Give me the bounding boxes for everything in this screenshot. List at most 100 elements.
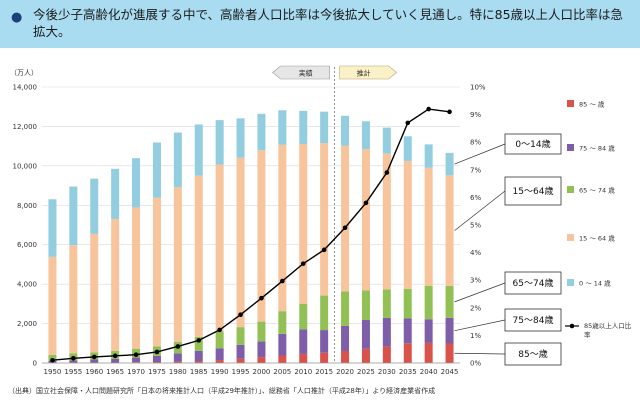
bar-age0_14-1995 (236, 118, 245, 158)
bar-age65_74-1995 (236, 327, 245, 345)
bar-age75_84-2040 (424, 319, 433, 343)
actual-arrow (272, 65, 330, 80)
bar-age15_64-2025 (361, 149, 370, 291)
ratio-point-2020 (342, 225, 348, 231)
ratio-point-1965 (112, 353, 118, 359)
y-left-unit: （万人） (10, 69, 38, 77)
callout-box-age75_84 (504, 308, 562, 332)
legend-label-age85: 85 ～ 歳 (579, 100, 605, 109)
bar-age75_84-2005 (278, 333, 287, 356)
bar-age15_64-2040 (424, 167, 433, 286)
bar-age15_64-1970 (132, 207, 141, 349)
legend-label-age0_14: 0 ～ 14 歳 (579, 279, 611, 288)
bar-age75_84-2015 (320, 330, 329, 353)
bar-age75_84-1995 (236, 344, 245, 359)
bar-age15_64-1980 (173, 187, 182, 342)
bar-age85-2010 (299, 353, 308, 363)
ratio-point-2025 (363, 200, 369, 206)
bar-age15_64-1960 (90, 233, 99, 353)
bar-age75_84-1980 (173, 353, 182, 362)
bar-age75_84-2035 (403, 318, 412, 344)
bar-age75_84-2030 (382, 317, 391, 347)
ratio-point-2010 (300, 261, 306, 266)
y-right-tick-label: 0% (470, 360, 481, 368)
x-tick-label: 1980 (169, 368, 187, 376)
legend-line-marker (569, 323, 575, 329)
projection-arrow-label: 推計 (357, 69, 371, 78)
x-tick-label: 1950 (44, 368, 62, 376)
bar-age15_64-2015 (320, 143, 329, 296)
bar-age65_74-2010 (299, 303, 308, 330)
bar-age85-2040 (424, 342, 433, 363)
x-tick-label: 1960 (85, 368, 103, 376)
bar-age85-2020 (341, 350, 350, 363)
ratio-point-1985 (196, 338, 202, 343)
legend-label-age75_84: 75 ～ 84 歳 (579, 144, 615, 153)
y-right-tick-label: 1% (470, 332, 481, 340)
callout-label-age85: 85～歳 (518, 348, 547, 360)
bar-age0_14-2035 (403, 136, 412, 161)
summary-text: 今後少子高齢化が進展する中で、高齢者人口比率は今後拡大していく見通し。特に85歳… (33, 7, 624, 39)
y-left-tick-label: 2,000 (17, 320, 37, 328)
bar-age0_14-1975 (152, 142, 161, 198)
bar-age85-2015 (320, 352, 329, 363)
bar-age0_14-2030 (382, 127, 391, 154)
callout-leader-age0_14 (454, 143, 506, 165)
y-right-tick-label: 4% (470, 249, 481, 257)
ratio-point-2040 (426, 106, 431, 112)
bar-age0_14-2040 (424, 144, 433, 168)
callout-label-age65_74: 65～74歳 (513, 277, 554, 289)
callout-label-age75_84: 75～84歳 (513, 314, 554, 326)
y-left-tick-label: 0 (33, 360, 37, 368)
bar-age0_14-1965 (111, 168, 120, 220)
bar-age0_14-2045 (445, 152, 454, 176)
ratio-point-1950 (50, 357, 55, 363)
x-tick-label: 2025 (357, 368, 375, 376)
x-tick-label: 1995 (232, 368, 250, 376)
y-right-tick-label: 8% (470, 139, 481, 147)
x-tick-label: 2015 (315, 368, 333, 376)
bar-age85-1980 (173, 361, 182, 363)
bar-age0_14-1980 (173, 132, 182, 188)
callout-leader-age75_84 (454, 319, 506, 332)
x-tick-label: 1990 (211, 368, 229, 376)
callout-box-age65_74 (504, 271, 562, 295)
projection-arrow (339, 65, 398, 80)
x-tick-label: 2005 (273, 368, 291, 376)
ratio-point-1975 (154, 349, 160, 355)
bar-age0_14-1990 (215, 120, 224, 165)
bar-age0_14-2015 (320, 111, 329, 144)
bar-age0_14-2010 (299, 110, 308, 144)
bar-age15_64-2030 (382, 153, 391, 290)
y-right-tick-label: 9% (470, 111, 481, 119)
bar-age75_84-2045 (445, 317, 454, 344)
ratio-point-2030 (384, 170, 390, 175)
bar-age75_84-1975 (152, 355, 161, 363)
bar-age75_84-2020 (341, 325, 350, 351)
y-left-tick-label: 4,000 (17, 281, 37, 289)
y-left-tick-label: 8,000 (17, 202, 37, 210)
bar-age85-1975 (152, 362, 161, 363)
callout-leader-age65_74 (454, 282, 506, 303)
bar-age15_64-2020 (341, 145, 350, 292)
ratio-point-2035 (405, 120, 411, 126)
callout-leader-age85 (454, 352, 506, 355)
x-tick-label: 1965 (106, 368, 124, 376)
bar-age15_64-2010 (299, 143, 308, 304)
callout-box-age0_14 (504, 133, 562, 155)
callout-box-age15_64 (504, 176, 562, 206)
legend-swatch-age15_64 (567, 234, 574, 241)
y-left-tick-label: 14,000 (13, 84, 38, 92)
bar-age75_84-2000 (257, 341, 266, 358)
bar-age65_74-1950 (48, 354, 57, 361)
bar-age85-2035 (403, 343, 412, 363)
bar-age15_64-1955 (69, 245, 78, 354)
callout-label-age15_64: 15～64歳 (513, 185, 554, 197)
bar-age15_64-1995 (236, 157, 245, 328)
x-tick-label: 1970 (127, 368, 145, 376)
legend-swatch-age0_14 (567, 279, 574, 286)
y-right-tick-label: 6% (470, 194, 481, 202)
x-tick-label: 2020 (336, 368, 354, 376)
legend-label-age15_64: 15 ～ 64 歳 (579, 234, 615, 243)
bar-age65_74-1990 (215, 331, 224, 349)
